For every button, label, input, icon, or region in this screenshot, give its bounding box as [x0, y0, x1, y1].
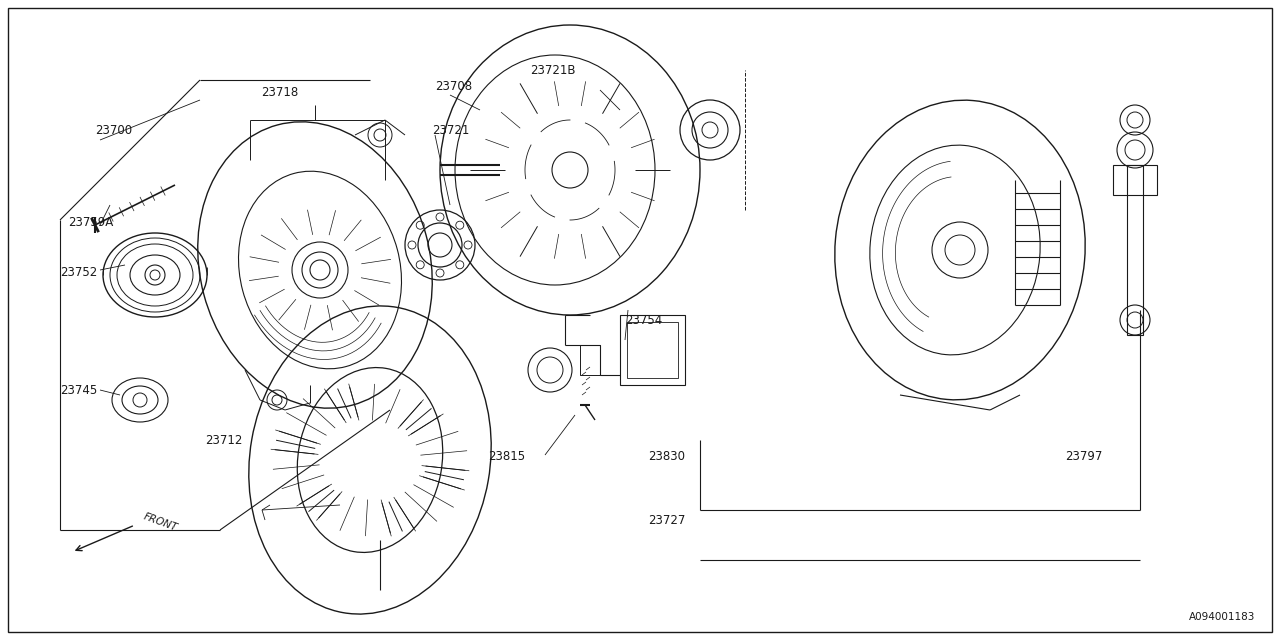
- Text: 23797: 23797: [1065, 451, 1102, 463]
- Text: 23815: 23815: [488, 451, 525, 463]
- Text: 23718: 23718: [261, 86, 298, 99]
- Text: 23708: 23708: [435, 81, 472, 93]
- Text: 23745: 23745: [60, 383, 97, 397]
- Text: 23830: 23830: [648, 451, 685, 463]
- Text: 23721B: 23721B: [530, 63, 576, 77]
- Text: FRONT: FRONT: [142, 511, 179, 532]
- Bar: [1126, 165, 1143, 335]
- Bar: [580, 345, 600, 375]
- Text: 23759A: 23759A: [68, 216, 113, 228]
- Bar: [620, 315, 685, 385]
- Text: 23754: 23754: [625, 314, 662, 326]
- Text: 23700: 23700: [95, 124, 132, 136]
- Text: 23727: 23727: [648, 513, 685, 527]
- Text: A094001183: A094001183: [1189, 612, 1254, 622]
- Text: 23752: 23752: [60, 266, 97, 278]
- Bar: [627, 322, 678, 378]
- Text: 23721: 23721: [433, 124, 470, 136]
- Text: 23712: 23712: [205, 433, 242, 447]
- Bar: [1114, 165, 1157, 195]
